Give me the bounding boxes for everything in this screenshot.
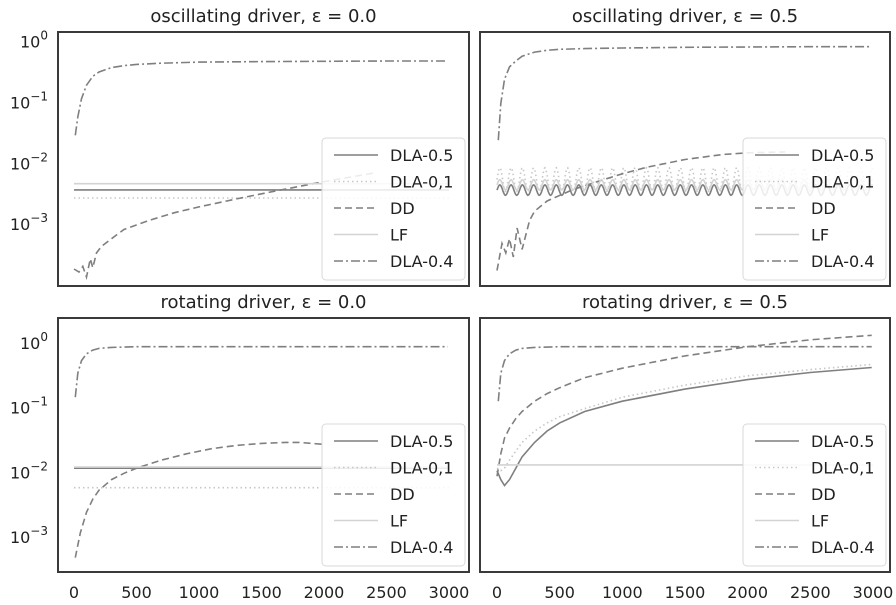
legend-box	[742, 423, 887, 567]
legend: DLA-0.5 DLA-0,1 DD LF DLA-0.4	[742, 137, 887, 281]
x-tick-label: 1000	[179, 583, 220, 602]
y-tick-label: 10−1	[10, 90, 48, 113]
series-line-dd	[73, 172, 375, 281]
x-tick-label: 1500	[241, 583, 282, 602]
legend: DLA-0.5 DLA-0,1 DD LF DLA-0.4	[321, 137, 466, 281]
x-tick-label: 3000	[429, 583, 470, 602]
legend-label: DLA-0.4	[390, 538, 453, 557]
legend-label: LF	[390, 226, 408, 245]
subplot-title: rotating driver, ε = 0.5	[582, 292, 788, 313]
y-tick-label: 10−1	[10, 395, 48, 418]
x-tick-label: 0	[492, 583, 502, 602]
y-tick-label: 100	[20, 330, 48, 353]
axes-frame	[57, 31, 470, 287]
x-tick-label: 2000	[727, 583, 768, 602]
legend-label: DLA-0.4	[811, 252, 874, 271]
legend-label: DLA-0.4	[390, 252, 453, 271]
legend: DLA-0.5 DLA-0,1 DD LF DLA-0.4	[742, 423, 887, 567]
legend-label: DLA-0,1	[811, 173, 874, 192]
x-tick-label: 500	[544, 583, 575, 602]
legend-label: DLA-0.5	[390, 432, 453, 451]
subplot-1: oscillating driver, ε = 0.0 100 10−1 10−2 10…	[10, 6, 470, 287]
subplot-title: rotating driver, ε = 0.0	[161, 292, 367, 313]
series-line-dla-0-1	[496, 363, 872, 472]
legend-label: DD	[811, 485, 836, 504]
y-tick-label: 100	[20, 29, 48, 52]
legend-label: DLA-0.4	[811, 538, 874, 557]
series-line-dd	[74, 441, 325, 558]
x-tick-label: 2000	[304, 583, 345, 602]
legend-label: DLA-0,1	[390, 459, 453, 478]
legend-label: LF	[811, 226, 829, 245]
legend-label: DLA-0.5	[390, 146, 453, 165]
subplot-2: oscillating driver, ε = 0.5 DLA-0.5 DLA-0,…	[479, 6, 891, 287]
legend-label: DD	[390, 485, 415, 504]
series-line-dla-0-4	[74, 60, 448, 136]
legend-box	[321, 137, 466, 281]
legend-label: DLA-0.5	[811, 432, 874, 451]
y-tick-label: 10−2	[10, 459, 48, 482]
x-tick-label: 500	[121, 583, 152, 602]
y-tick-label: 10−2	[10, 150, 48, 173]
legend-label: DD	[811, 199, 836, 218]
axes-frame	[479, 31, 891, 287]
x-tick-label: 2500	[790, 583, 831, 602]
subplot-3: rotating driver, ε = 0.0 100 10−1 10−2 10−3 0…	[10, 292, 470, 602]
legend-label: DLA-0.5	[811, 146, 874, 165]
x-tick-label: 3000	[853, 583, 894, 602]
series-line-dla-0-4	[497, 45, 872, 141]
series-line-dla-0-4	[497, 345, 872, 402]
legend-label: LF	[390, 512, 408, 531]
subplot-title: oscillating driver, ε = 0.5	[572, 6, 798, 27]
y-tick-label: 10−3	[10, 524, 48, 547]
y-tick-label: 10−3	[10, 211, 48, 234]
axes-frame	[479, 317, 891, 573]
legend-label: DLA-0,1	[811, 459, 874, 478]
series-line-dd	[496, 334, 872, 477]
legend-box	[321, 423, 466, 567]
legend-label: DD	[390, 199, 415, 218]
x-tick-label: 1000	[602, 583, 643, 602]
x-tick-label: 1500	[665, 583, 706, 602]
x-tick-label: 0	[69, 583, 79, 602]
subplot-title: oscillating driver, ε = 0.0	[150, 6, 376, 27]
legend-box	[742, 137, 887, 281]
subplot-4: rotating driver, ε = 0.5 0 500 1000 1500 2000…	[479, 292, 894, 602]
series-line-dla-0-4	[74, 345, 448, 398]
legend: DLA-0.5 DLA-0,1 DD LF DLA-0.4	[321, 423, 466, 567]
series-line-dd	[496, 151, 786, 271]
legend-label: DLA-0,1	[390, 173, 453, 192]
axes-frame	[57, 317, 470, 573]
x-tick-label: 2500	[366, 583, 407, 602]
series-line-dla-0-5	[496, 366, 872, 487]
legend-label: LF	[811, 512, 829, 531]
